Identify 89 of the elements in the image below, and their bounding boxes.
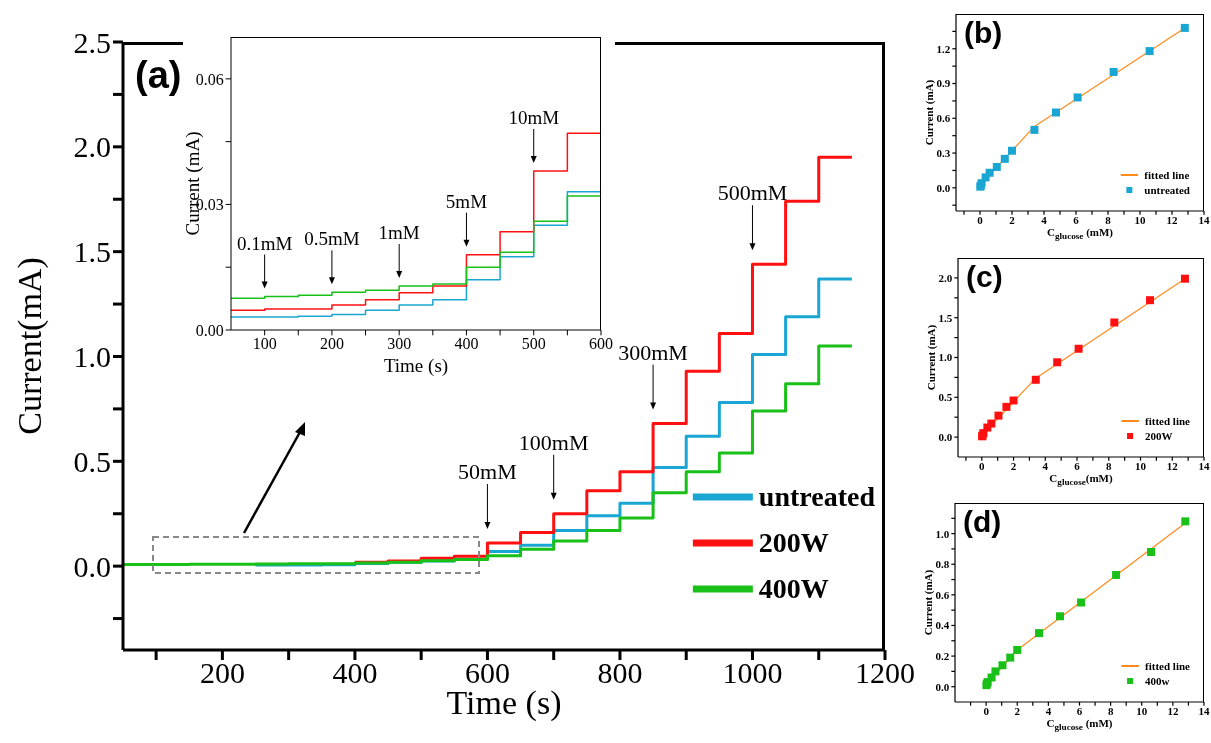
x-axis-title: Time (s) (382, 355, 450, 376)
legend-label: untreated (758, 481, 875, 513)
x-tick-label: 4 (1045, 705, 1052, 718)
x-tick-label: 10 (1135, 460, 1147, 473)
y-tick-label: 2.0 (938, 271, 953, 284)
x-tick-label: 14 (1198, 214, 1210, 227)
x-tick-label: 1200 (855, 656, 915, 690)
y-axis-title: Current (mA) (922, 568, 934, 638)
y-tick-label: 1.0 (935, 527, 950, 540)
y-tick-label: 1.5 (938, 311, 953, 324)
y-axis-title: Current(mA) (11, 256, 48, 437)
x-tick-label: 2 (1010, 460, 1017, 473)
y-tick-label: 1.0 (938, 351, 953, 364)
x-tick-label: 12 (1167, 705, 1179, 718)
y-tick-label: 0.0 (936, 181, 951, 194)
x-tick-label: 0 (977, 214, 984, 227)
y-tick-label: 2.5 (73, 25, 111, 59)
chart-title: (a) (135, 54, 182, 96)
x-tick-label: 400 (332, 656, 378, 690)
x-tick-label: 100 (252, 334, 277, 352)
legend-label: 200W (758, 527, 829, 559)
y-tick-label: 0.3 (936, 146, 951, 159)
x-tick-label: 6 (1076, 705, 1083, 718)
x-tick-label: 800 (597, 656, 643, 690)
x-tick-label: 6 (1073, 214, 1080, 227)
x-tick-label: 4 (1042, 460, 1049, 473)
annotation: 10mM (508, 106, 560, 128)
x-tick-label: 200 (319, 334, 344, 352)
x-tick-label: 200 (199, 656, 245, 690)
y-tick-label: 0.6 (935, 588, 950, 601)
x-tick-label: 2 (1009, 214, 1016, 227)
legend-label: 400W (758, 573, 829, 605)
y-tick-label: 0.6 (936, 112, 951, 125)
x-tick-label: 8 (1107, 705, 1114, 718)
y-tick-label: 0.0 (73, 549, 111, 583)
x-axis-title: C$_{glucose}$ (mM) (1045, 226, 1115, 242)
annotation: 100mM (518, 429, 589, 455)
legend-label: fitted line (1144, 168, 1190, 181)
chart-title: (b) (964, 16, 1003, 49)
y-tick-label: 0.06 (195, 70, 224, 88)
annotation: 5mM (445, 190, 488, 212)
x-tick-label: 10 (1136, 705, 1148, 718)
x-tick-label: 8 (1106, 460, 1113, 473)
x-tick-label: 8 (1105, 214, 1112, 227)
y-tick-label: 0.00 (195, 321, 224, 339)
x-tick-label: 400 (454, 334, 479, 352)
x-tick-label: 600 (589, 334, 613, 352)
annotation: 0.1mM (236, 232, 293, 254)
annotation: 500mM (717, 180, 788, 206)
x-tick-label: 10 (1134, 214, 1146, 227)
y-tick-label: 2.0 (73, 130, 111, 164)
y-tick-label: 0.5 (73, 444, 111, 478)
chart-title: (d) (963, 505, 1002, 538)
annotation: 1mM (378, 222, 420, 244)
annotation: 300mM (618, 339, 688, 365)
chart-title: (c) (966, 260, 1003, 293)
y-tick-label: 1.0 (73, 340, 111, 374)
x-tick-label: 4 (1041, 214, 1048, 227)
x-tick-label: 300 (387, 334, 412, 352)
x-tick-label: 2 (1014, 705, 1021, 718)
x-tick-label: 6 (1074, 460, 1081, 473)
y-tick-label: 0.9 (936, 77, 951, 90)
x-tick-label: 500 (521, 334, 546, 352)
y-tick-label: 0.5 (938, 391, 953, 404)
y-tick-label: 1.2 (936, 42, 951, 55)
x-tick-label: 0 (979, 460, 986, 473)
x-tick-label: 1000 (722, 656, 783, 690)
x-tick-label: 14 (1198, 460, 1210, 473)
y-tick-label: 1.5 (73, 235, 111, 269)
y-tick-label: 0.0 (935, 680, 950, 693)
y-axis-title: Current (mA) (925, 323, 937, 393)
legend-label: 200W (1145, 429, 1173, 442)
x-tick-label: 14 (1198, 705, 1210, 718)
annotation: 0.5mM (304, 228, 360, 250)
x-axis-title: C$_{glucose}$(mM) (1048, 472, 1114, 488)
x-tick-label: 12 (1166, 460, 1179, 473)
legend-label: fitted line (1145, 414, 1190, 427)
y-axis-title: Current (mA) (923, 78, 935, 148)
y-tick-label: 0.8 (935, 558, 950, 571)
x-tick-label: 0 (983, 705, 990, 718)
legend-label: 400w (1145, 674, 1170, 687)
x-axis-title: C$_{glucose}$ (mM) (1045, 717, 1114, 733)
legend-label: fitted line (1145, 659, 1190, 672)
legend-label: untreated (1144, 183, 1190, 196)
y-tick-label: 0.4 (935, 619, 950, 632)
annotation: 50mM (458, 459, 517, 485)
x-tick-label: 12 (1166, 214, 1178, 227)
y-tick-label: 0.0 (938, 431, 953, 444)
y-tick-label: 0.2 (935, 649, 950, 662)
